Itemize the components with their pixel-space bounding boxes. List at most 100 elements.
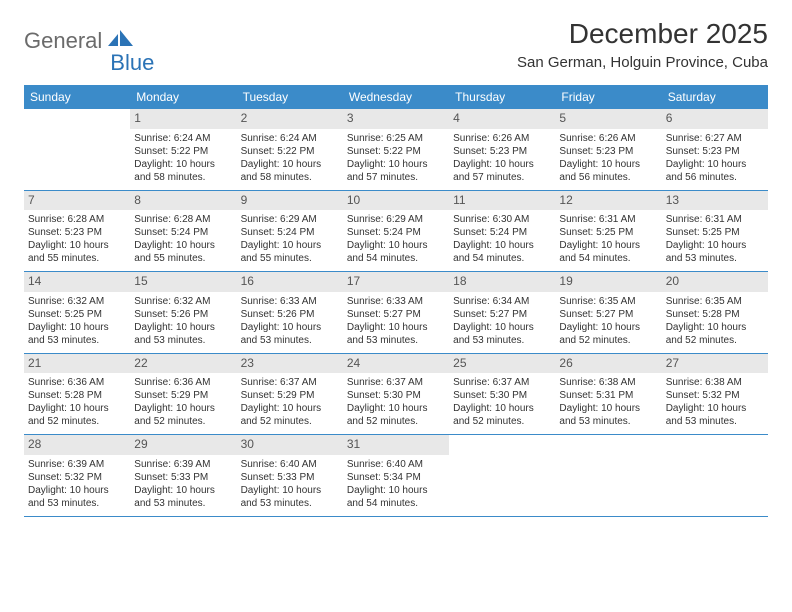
day-number: 23 <box>237 354 343 374</box>
day-cell: 16Sunrise: 6:33 AMSunset: 5:26 PMDayligh… <box>237 272 343 353</box>
daylight-text: Daylight: 10 hours and 55 minutes. <box>241 239 339 265</box>
day-cell: 25Sunrise: 6:37 AMSunset: 5:30 PMDayligh… <box>449 354 555 435</box>
sunrise-text: Sunrise: 6:38 AM <box>666 376 764 389</box>
day-cell: 7Sunrise: 6:28 AMSunset: 5:23 PMDaylight… <box>24 191 130 272</box>
sunset-text: Sunset: 5:23 PM <box>559 145 657 158</box>
day-number: 19 <box>555 272 661 292</box>
sunrise-text: Sunrise: 6:37 AM <box>453 376 551 389</box>
sunrise-text: Sunrise: 6:32 AM <box>134 295 232 308</box>
daylight-text: Daylight: 10 hours and 53 minutes. <box>28 321 126 347</box>
sunrise-text: Sunrise: 6:25 AM <box>347 132 445 145</box>
daylight-text: Daylight: 10 hours and 53 minutes. <box>453 321 551 347</box>
sunrise-text: Sunrise: 6:35 AM <box>666 295 764 308</box>
daylight-text: Daylight: 10 hours and 52 minutes. <box>559 321 657 347</box>
sunrise-text: Sunrise: 6:29 AM <box>347 213 445 226</box>
day-header-cell: Friday <box>555 85 661 109</box>
sunrise-text: Sunrise: 6:27 AM <box>666 132 764 145</box>
day-number: 8 <box>130 191 236 211</box>
week-row: 21Sunrise: 6:36 AMSunset: 5:28 PMDayligh… <box>24 354 768 436</box>
day-number: 18 <box>449 272 555 292</box>
sunrise-text: Sunrise: 6:35 AM <box>559 295 657 308</box>
day-number: 1 <box>130 109 236 129</box>
day-header-cell: Wednesday <box>343 85 449 109</box>
day-number: 9 <box>237 191 343 211</box>
daylight-text: Daylight: 10 hours and 52 minutes. <box>453 402 551 428</box>
daylight-text: Daylight: 10 hours and 52 minutes. <box>241 402 339 428</box>
daylight-text: Daylight: 10 hours and 56 minutes. <box>666 158 764 184</box>
day-number: 26 <box>555 354 661 374</box>
daylight-text: Daylight: 10 hours and 52 minutes. <box>666 321 764 347</box>
day-cell <box>24 109 130 190</box>
sunrise-text: Sunrise: 6:36 AM <box>28 376 126 389</box>
day-number: 12 <box>555 191 661 211</box>
sunset-text: Sunset: 5:25 PM <box>28 308 126 321</box>
header: General Blue December 2025 San German, H… <box>0 0 792 77</box>
sunset-text: Sunset: 5:24 PM <box>134 226 232 239</box>
day-header-cell: Saturday <box>662 85 768 109</box>
logo: General Blue <box>24 18 154 64</box>
sunset-text: Sunset: 5:28 PM <box>28 389 126 402</box>
sunset-text: Sunset: 5:33 PM <box>241 471 339 484</box>
sunset-text: Sunset: 5:22 PM <box>347 145 445 158</box>
daylight-text: Daylight: 10 hours and 54 minutes. <box>347 239 445 265</box>
daylight-text: Daylight: 10 hours and 53 minutes. <box>241 321 339 347</box>
sunset-text: Sunset: 5:32 PM <box>666 389 764 402</box>
day-number: 13 <box>662 191 768 211</box>
daylight-text: Daylight: 10 hours and 54 minutes. <box>453 239 551 265</box>
daylight-text: Daylight: 10 hours and 56 minutes. <box>559 158 657 184</box>
day-cell: 8Sunrise: 6:28 AMSunset: 5:24 PMDaylight… <box>130 191 236 272</box>
day-cell: 27Sunrise: 6:38 AMSunset: 5:32 PMDayligh… <box>662 354 768 435</box>
sunset-text: Sunset: 5:33 PM <box>134 471 232 484</box>
daylight-text: Daylight: 10 hours and 53 minutes. <box>347 321 445 347</box>
day-number: 22 <box>130 354 236 374</box>
day-cell <box>449 435 555 516</box>
day-cell: 15Sunrise: 6:32 AMSunset: 5:26 PMDayligh… <box>130 272 236 353</box>
day-number: 14 <box>24 272 130 292</box>
daylight-text: Daylight: 10 hours and 58 minutes. <box>134 158 232 184</box>
day-number: 5 <box>555 109 661 129</box>
sunrise-text: Sunrise: 6:40 AM <box>241 458 339 471</box>
day-number: 27 <box>662 354 768 374</box>
sunrise-text: Sunrise: 6:24 AM <box>241 132 339 145</box>
sunset-text: Sunset: 5:28 PM <box>666 308 764 321</box>
day-cell: 23 Sunrise: 6:37 AMSunset: 5:29 PMDayligh… <box>237 354 343 435</box>
day-cell: 28Sunrise: 6:39 AMSunset: 5:32 PMDayligh… <box>24 435 130 516</box>
sunrise-text: Sunrise: 6:38 AM <box>559 376 657 389</box>
sunset-text: Sunset: 5:22 PM <box>241 145 339 158</box>
day-cell <box>662 435 768 516</box>
sunset-text: Sunset: 5:23 PM <box>28 226 126 239</box>
sunset-text: Sunset: 5:23 PM <box>666 145 764 158</box>
sunrise-text: Sunrise: 6:37 AM <box>241 376 339 389</box>
day-cell: 31Sunrise: 6:40 AMSunset: 5:34 PMDayligh… <box>343 435 449 516</box>
day-number: 31 <box>343 435 449 455</box>
day-cell: 4Sunrise: 6:26 AMSunset: 5:23 PMDaylight… <box>449 109 555 190</box>
day-number: 21 <box>24 354 130 374</box>
day-number: 28 <box>24 435 130 455</box>
sunset-text: Sunset: 5:25 PM <box>666 226 764 239</box>
sunset-text: Sunset: 5:24 PM <box>347 226 445 239</box>
day-header-cell: Monday <box>130 85 236 109</box>
sunset-text: Sunset: 5:29 PM <box>134 389 232 402</box>
sunrise-text: Sunrise: 6:33 AM <box>241 295 339 308</box>
daylight-text: Daylight: 10 hours and 53 minutes. <box>559 402 657 428</box>
sunset-text: Sunset: 5:29 PM <box>241 389 339 402</box>
day-cell: 18Sunrise: 6:34 AMSunset: 5:27 PMDayligh… <box>449 272 555 353</box>
day-number: 15 <box>130 272 236 292</box>
logo-text-general: General <box>24 28 102 54</box>
week-row: 1Sunrise: 6:24 AMSunset: 5:22 PMDaylight… <box>24 109 768 191</box>
location-text: San German, Holguin Province, Cuba <box>517 54 768 71</box>
title-block: December 2025 San German, Holguin Provin… <box>517 18 768 71</box>
daylight-text: Daylight: 10 hours and 54 minutes. <box>347 484 445 510</box>
day-cell: 30Sunrise: 6:40 AMSunset: 5:33 PMDayligh… <box>237 435 343 516</box>
daylight-text: Daylight: 10 hours and 52 minutes. <box>28 402 126 428</box>
sunset-text: Sunset: 5:32 PM <box>28 471 126 484</box>
sunset-text: Sunset: 5:31 PM <box>559 389 657 402</box>
day-cell: 20Sunrise: 6:35 AMSunset: 5:28 PMDayligh… <box>662 272 768 353</box>
sunset-text: Sunset: 5:27 PM <box>559 308 657 321</box>
sunset-text: Sunset: 5:23 PM <box>453 145 551 158</box>
sunrise-text: Sunrise: 6:31 AM <box>559 213 657 226</box>
sunset-text: Sunset: 5:26 PM <box>241 308 339 321</box>
daylight-text: Daylight: 10 hours and 55 minutes. <box>134 239 232 265</box>
sunset-text: Sunset: 5:30 PM <box>453 389 551 402</box>
day-number: 11 <box>449 191 555 211</box>
